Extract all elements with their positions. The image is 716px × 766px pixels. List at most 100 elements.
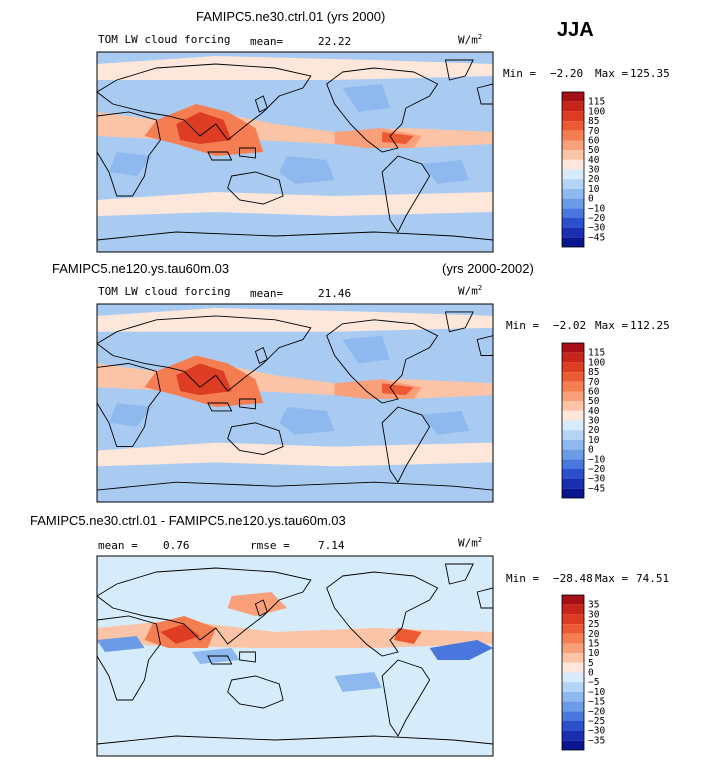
- colorbar-tick-label: 20: [588, 629, 600, 640]
- colorbar-swatch: [562, 720, 584, 731]
- field-blob: [97, 308, 493, 332]
- colorbar-swatch: [562, 92, 584, 102]
- colorbar-tick-label: −30: [588, 223, 605, 234]
- colorbar-swatch: [562, 169, 584, 180]
- panel2-mean-value: 21.46: [318, 287, 352, 300]
- colorbar-swatch: [562, 130, 584, 141]
- map-panel-1: [96, 51, 494, 253]
- colorbar-swatch: [562, 188, 584, 199]
- coastline: [97, 315, 312, 392]
- colorbar-swatch: [562, 179, 584, 189]
- coastline: [227, 171, 284, 205]
- field-blob: [160, 624, 200, 644]
- colorbar-tick-label: 5: [588, 658, 594, 669]
- colorbar-tick-label: 100: [588, 357, 605, 368]
- colorbar-tick-label: 100: [588, 106, 605, 117]
- panel3-rmse-label: rmse =: [250, 539, 290, 552]
- field-blob: [382, 132, 414, 144]
- field-blob: [342, 84, 390, 112]
- colorbar-swatch: [562, 672, 584, 683]
- coastline: [207, 402, 233, 412]
- colorbar-tick-label: −45: [588, 483, 605, 494]
- colorbar-tick-label: 25: [588, 619, 599, 630]
- coastline: [239, 147, 256, 159]
- colorbar-tick-label: −30: [588, 726, 605, 737]
- coastline: [444, 311, 474, 333]
- colorbar-swatch: [562, 730, 584, 741]
- coastline: [476, 587, 493, 609]
- map-panel-2: [96, 303, 494, 503]
- colorbar-tick-label: 70: [588, 126, 600, 137]
- coastline: [227, 422, 284, 455]
- colorbar-swatch: [562, 711, 584, 721]
- colorbar-swatch: [562, 401, 584, 411]
- colorbar-tick-label: 35: [588, 600, 599, 611]
- map-background: [97, 304, 493, 502]
- colorbar-tick-label: 20: [588, 425, 600, 436]
- coastline: [476, 335, 493, 356]
- colorbar-tick-label: 0: [588, 194, 594, 205]
- colorbar-swatch: [562, 468, 584, 479]
- panel3-title: FAMIPC5.ne30.ctrl.01 - FAMIPC5.ne120.ys.…: [30, 513, 346, 528]
- colorbar-swatch: [562, 653, 584, 663]
- colorbar-tick-label: 10: [588, 184, 600, 195]
- colorbar-swatch: [562, 140, 584, 151]
- colorbar-swatch: [562, 740, 584, 750]
- field-blob: [108, 403, 153, 427]
- panel2-units: W/m2: [458, 284, 483, 298]
- panel1-units: W/m2: [458, 33, 483, 47]
- colorbar-tick-label: 15: [588, 638, 599, 649]
- coastline: [326, 319, 439, 404]
- colorbar-tick-label: −5: [588, 677, 599, 688]
- panel2-min-label: Min =: [506, 319, 540, 332]
- colorbar-swatch: [562, 381, 584, 392]
- field-blob: [429, 640, 493, 660]
- colorbar-swatch: [562, 478, 584, 489]
- colorbar-tick-label: −20: [588, 213, 605, 224]
- coastline: [444, 563, 474, 585]
- field-blob: [334, 672, 383, 692]
- colorbar-swatch: [562, 662, 584, 673]
- colorbar-tick-label: 115: [588, 97, 605, 108]
- coastline: [326, 571, 439, 657]
- coastline: [239, 651, 256, 663]
- field-blob: [382, 383, 414, 396]
- colorbar-tick-label: −15: [588, 697, 605, 708]
- field-blob: [176, 363, 232, 396]
- coastline: [326, 67, 439, 153]
- field-blob: [279, 407, 335, 435]
- panel1-max-value: 125.35: [630, 67, 670, 80]
- panel2-max-value: 112.25: [630, 319, 670, 332]
- map-frame: [96, 555, 494, 757]
- coastline: [97, 735, 493, 756]
- coastline: [254, 599, 268, 617]
- panel1-min-label: Min =: [503, 67, 537, 80]
- coastline: [381, 659, 431, 737]
- panel2-title: FAMIPC5.ne120.ys.tau60m.03: [52, 261, 230, 276]
- colorbar-tick-label: 60: [588, 135, 600, 146]
- coastline: [97, 111, 161, 197]
- colorbar-tick-label: 10: [588, 435, 600, 446]
- field-blob: [227, 592, 288, 616]
- colorbar-swatch: [562, 391, 584, 402]
- colorbar-swatch: [562, 237, 584, 247]
- colorbar-swatch: [562, 198, 584, 209]
- field-blob: [97, 56, 493, 80]
- coastline: [381, 406, 431, 484]
- colorbar-swatch: [562, 643, 584, 654]
- coastline: [444, 59, 474, 81]
- colorbar-tick-label: −25: [588, 716, 605, 727]
- colorbar-swatch: [562, 624, 584, 634]
- colorbar-tick-label: 85: [588, 116, 599, 127]
- colorbar-tick-label: 50: [588, 145, 600, 156]
- coastline: [97, 615, 161, 701]
- colorbar-swatch: [562, 217, 584, 228]
- panel1-variable: TOM LW cloud forcing: [98, 33, 231, 46]
- colorbar-tick-label: 10: [588, 648, 600, 659]
- colorbar-tick-label: 40: [588, 155, 600, 166]
- colorbar-swatch: [562, 372, 584, 382]
